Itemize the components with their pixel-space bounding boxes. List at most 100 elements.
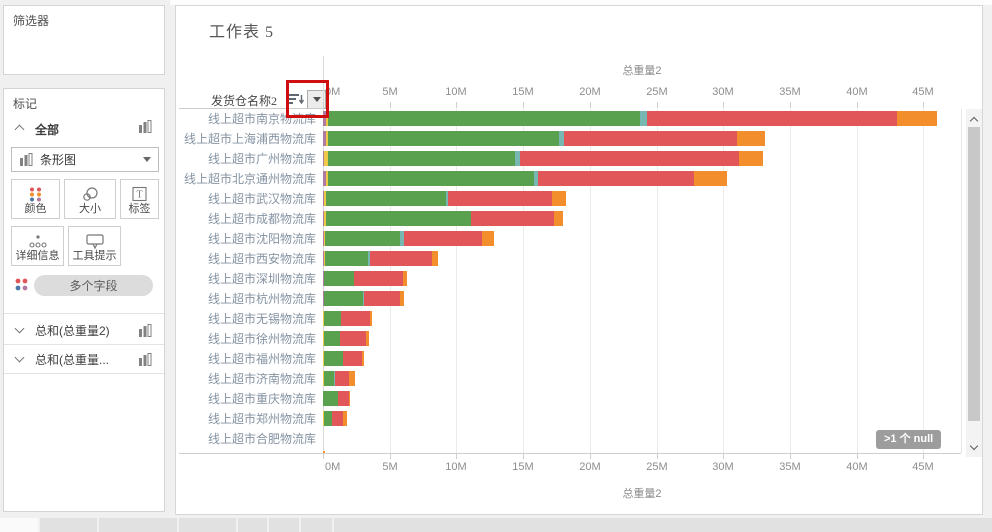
bar-segment-orange[interactable]: [432, 251, 439, 266]
bottom-tab[interactable]: [269, 518, 299, 532]
bar-segment-red[interactable]: [520, 151, 740, 166]
bar-segment-teal[interactable]: [399, 231, 404, 246]
bar-segment-purple[interactable]: [323, 211, 324, 226]
bar-segment-orange[interactable]: [342, 411, 347, 426]
bar-segment-yellow[interactable]: [323, 291, 325, 306]
row-label[interactable]: 线上超市无锡物流库: [207, 312, 316, 326]
size-button[interactable]: 大小: [64, 179, 116, 219]
row-label[interactable]: 线上超市广州物流库: [207, 152, 316, 166]
bar-segment-green[interactable]: [328, 131, 560, 146]
bar-segment-teal[interactable]: [334, 371, 335, 386]
bar-segment-green[interactable]: [328, 171, 534, 186]
scroll-up-button[interactable]: [966, 109, 982, 129]
bar-segment-purple[interactable]: [323, 191, 325, 206]
bar-segment-yellow[interactable]: [323, 411, 324, 426]
bottom-tab[interactable]: [0, 518, 38, 532]
field-row-weight2[interactable]: 总和(总重量2): [4, 318, 164, 342]
bar-row[interactable]: [323, 391, 350, 406]
chevron-down-icon[interactable]: [14, 352, 25, 363]
label-button[interactable]: T 标签: [120, 179, 159, 219]
bar-segment-orange[interactable]: [552, 191, 566, 206]
bar-segment-purple[interactable]: [323, 231, 324, 246]
row-label[interactable]: 线上超市合肥物流库: [207, 432, 316, 446]
tooltip-button[interactable]: 工具提示: [68, 226, 121, 266]
chevron-down-icon[interactable]: [14, 323, 25, 334]
bar-segment-yellow[interactable]: [323, 231, 325, 246]
row-label[interactable]: 线上超市沈阳物流库: [207, 232, 316, 246]
bar-segment-green[interactable]: [324, 271, 354, 286]
bar-row[interactable]: [323, 351, 364, 366]
bar-segment-red[interactable]: [331, 411, 343, 426]
bar-segment-red[interactable]: [340, 331, 367, 346]
bar-segment-teal[interactable]: [446, 191, 448, 206]
bar-segment-orange[interactable]: [369, 311, 373, 326]
bar-segment-teal[interactable]: [368, 251, 370, 266]
bottom-tab[interactable]: [301, 518, 332, 532]
bar-segment-orange[interactable]: [693, 171, 728, 186]
bar-segment-green[interactable]: [325, 211, 472, 226]
bar-segment-purple[interactable]: [323, 171, 326, 186]
row-label[interactable]: 线上超市重庆物流库: [207, 392, 316, 406]
bar-segment-red[interactable]: [334, 371, 349, 386]
bar-segment-green[interactable]: [323, 351, 343, 366]
bar-segment-green[interactable]: [324, 251, 369, 266]
bar-row[interactable]: [323, 291, 404, 306]
row-label[interactable]: 线上超市郑州物流库: [207, 412, 316, 426]
bar-segment-yellow[interactable]: [323, 371, 324, 386]
bar-segment-orange[interactable]: [348, 371, 355, 386]
bar-segment-green[interactable]: [324, 291, 363, 306]
row-label[interactable]: 线上超市北京通州物流库: [183, 172, 316, 186]
bar-segment-teal[interactable]: [559, 131, 565, 146]
bottom-tab[interactable]: [99, 518, 177, 532]
scroll-down-button[interactable]: [966, 437, 982, 457]
bar-segment-orange[interactable]: [399, 291, 404, 306]
bar-segment-purple[interactable]: [323, 151, 325, 166]
bottom-tab[interactable]: [179, 518, 236, 532]
bar-segment-red[interactable]: [340, 311, 370, 326]
color-button[interactable]: 颜色: [11, 179, 60, 219]
bottom-tab[interactable]: [40, 518, 97, 532]
bar-segment-red[interactable]: [369, 251, 433, 266]
row-label[interactable]: 线上超市上海浦西物流库: [183, 132, 316, 146]
bar-segment-yellow[interactable]: [324, 191, 327, 206]
bar-segment-orange[interactable]: [349, 391, 350, 406]
bar-row[interactable]: [323, 151, 764, 166]
bar-segment-teal[interactable]: [533, 171, 538, 186]
sort-descending-icon[interactable]: [289, 92, 305, 112]
bar-segment-teal[interactable]: [515, 151, 521, 166]
bar-segment-red[interactable]: [564, 131, 737, 146]
bar-segment-green[interactable]: [328, 111, 641, 126]
bar-segment-orange[interactable]: [481, 231, 494, 246]
bar-segment-red[interactable]: [447, 191, 553, 206]
bar-segment-green[interactable]: [323, 371, 335, 386]
bar-segment-green[interactable]: [324, 231, 400, 246]
bar-segment-red[interactable]: [353, 271, 403, 286]
bar-row[interactable]: [323, 111, 937, 126]
row-label[interactable]: 线上超市深圳物流库: [207, 272, 316, 286]
bar-segment-orange[interactable]: [403, 271, 407, 286]
bar-segment-orange[interactable]: [553, 211, 564, 226]
bar-segment-red[interactable]: [537, 171, 694, 186]
bar-segment-orange[interactable]: [323, 451, 325, 453]
row-label[interactable]: 线上超市福州物流库: [207, 352, 316, 366]
bar-segment-green[interactable]: [323, 311, 341, 326]
multi-field-pill[interactable]: 多个字段: [34, 275, 153, 296]
bar-segment-purple[interactable]: [323, 111, 326, 126]
bar-segment-yellow[interactable]: [325, 131, 329, 146]
bar-segment-yellow[interactable]: [325, 111, 329, 126]
bar-row[interactable]: [323, 211, 564, 226]
row-label[interactable]: 线上超市徐州物流库: [207, 332, 316, 346]
chevron-up-icon[interactable]: [14, 124, 25, 134]
bar-segment-red[interactable]: [471, 211, 554, 226]
bar-segment-teal[interactable]: [640, 111, 648, 126]
row-label[interactable]: 线上超市成都物流库: [207, 212, 316, 226]
bar-row[interactable]: [323, 171, 728, 186]
row-label[interactable]: 线上超市西安物流库: [207, 252, 316, 266]
bar-segment-red[interactable]: [342, 351, 362, 366]
null-indicator-badge[interactable]: >1 个 null: [876, 430, 942, 449]
bar-row[interactable]: [323, 311, 373, 326]
bar-segment-orange[interactable]: [736, 131, 765, 146]
bar-segment-red[interactable]: [647, 111, 897, 126]
bar-row[interactable]: [323, 251, 439, 266]
bar-segment-green[interactable]: [323, 391, 338, 406]
